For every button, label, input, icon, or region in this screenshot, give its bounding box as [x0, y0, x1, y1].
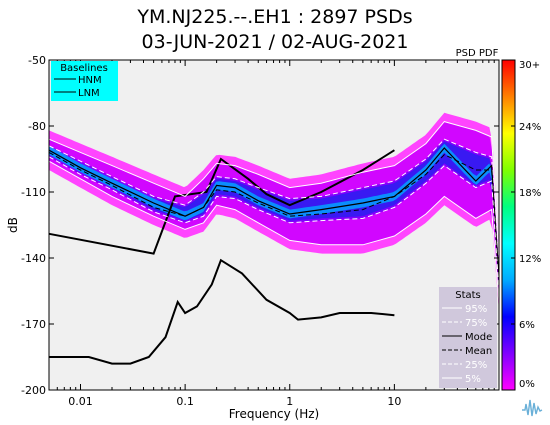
stats-legend-title: Stats	[455, 290, 481, 301]
stat-75-line	[49, 138, 499, 270]
colorbar-tick-label: 6%	[519, 320, 535, 331]
lnm-line	[49, 258, 395, 365]
y-tick-label: -140	[21, 252, 46, 265]
stats-legend-entry: Mode	[465, 332, 492, 343]
stats-legend-entry: 25%	[465, 360, 487, 371]
x-tick-label: 0.01	[68, 395, 93, 408]
waveform-logo-trace	[522, 399, 543, 417]
y-tick-label: -200	[21, 384, 46, 397]
hnm-line	[48, 149, 395, 255]
stats-legend-entry: 5%	[465, 374, 481, 385]
stat-25-line	[49, 156, 499, 292]
chart-title-line-1: YM.NJ225.--.EH1 : 2897 PSDs	[137, 6, 413, 28]
y-axis-label: dB	[6, 217, 20, 233]
x-axis-label: Frequency (Hz)	[229, 407, 320, 421]
x-tick-label: 1	[286, 395, 293, 408]
stat-mean-line	[49, 151, 499, 281]
stat-mode-line	[49, 147, 499, 281]
colorbar-tick-label: 30+	[519, 60, 540, 71]
stat-5-line	[49, 160, 499, 303]
waveform-logo	[521, 396, 543, 418]
colorbar-tick-label: 12%	[519, 254, 541, 265]
stats-legend-entry: Mean	[465, 346, 492, 357]
colorbar-tick-label: 18%	[519, 188, 541, 199]
stats-legend-entry: 95%	[465, 304, 487, 315]
colorbar-tick-label: 0%	[519, 379, 535, 390]
baselines-legend-entry: LNM	[78, 88, 100, 99]
y-tick-label: -50	[28, 54, 46, 67]
colorbar-label: PSD PDF	[456, 48, 499, 59]
y-tick-label: -110	[21, 186, 46, 199]
chart-title-line-2: 03-JUN-2021 / 02-AUG-2021	[141, 31, 409, 53]
baselines-legend-box	[51, 61, 118, 101]
stats-curves	[49, 121, 499, 303]
baselines-legend-title: Baselines	[60, 63, 108, 74]
x-tick-label: 0.1	[176, 395, 194, 408]
colorbar-tick-label: 24%	[519, 122, 541, 133]
stats-legend-box	[439, 287, 497, 388]
density-75-band	[49, 139, 499, 291]
stat-95-line	[49, 121, 499, 259]
colorbar	[501, 59, 516, 391]
y-tick-label: -170	[21, 318, 46, 331]
stats-legend-entry: 75%	[465, 318, 487, 329]
y-tick-label: -80	[28, 120, 46, 133]
waveform-logo-background	[521, 396, 543, 418]
x-tick-label: 10	[387, 395, 401, 408]
baselines-legend-entry: HNM	[78, 75, 102, 86]
